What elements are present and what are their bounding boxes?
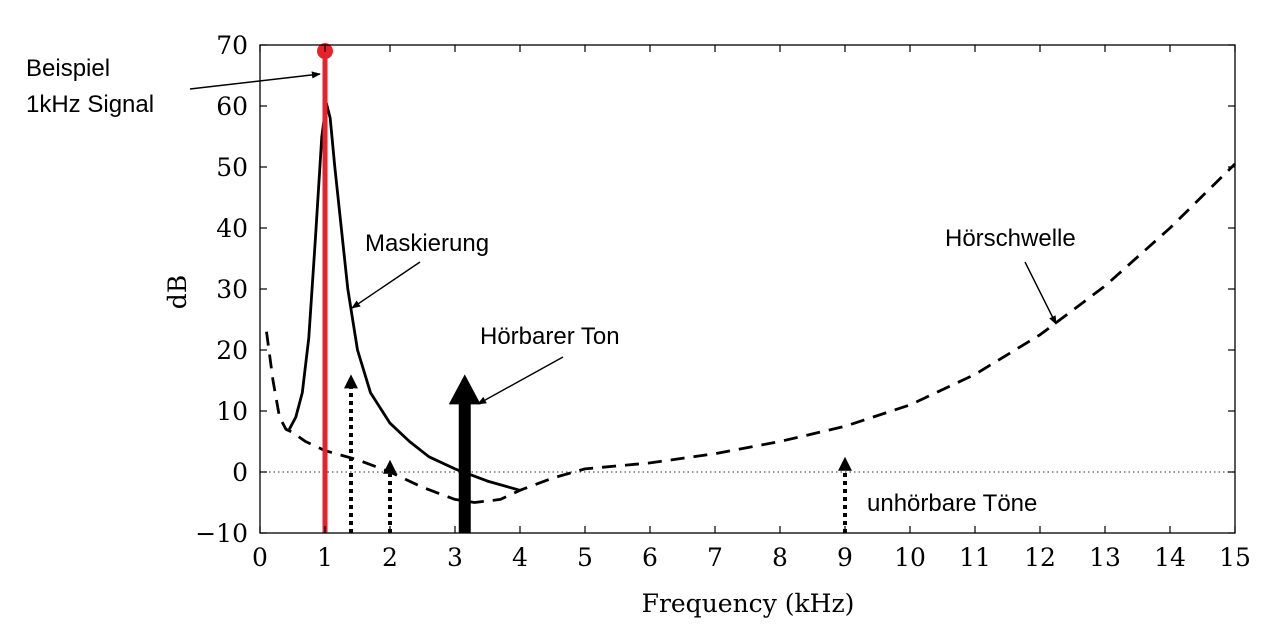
x-tick-label-3: 3 <box>447 543 463 572</box>
arrow-head-1 <box>383 459 397 474</box>
y-tick-label-8: 70 <box>216 31 248 60</box>
y-tick-label-6: 50 <box>216 153 248 182</box>
annotation-hoerbarer-ton: Hörbarer Ton <box>480 323 620 350</box>
x-tick-label-11: 11 <box>959 543 991 572</box>
x-axis-label: Frequency (kHz) <box>642 589 855 618</box>
x-tick-label-6: 6 <box>642 543 658 572</box>
annotation-unhoerbare-toene: unhörbare Töne <box>867 490 1037 517</box>
y-tick-label-2: 10 <box>216 397 248 426</box>
arrow-head-2 <box>448 374 481 405</box>
x-tick-label-7: 7 <box>707 543 723 572</box>
x-tick-label-10: 10 <box>894 543 926 572</box>
x-tick-label-2: 2 <box>382 543 398 572</box>
y-tick-label-3: 20 <box>216 336 248 365</box>
y-tick-label-0: −10 <box>195 519 248 548</box>
arrow-shaft-2 <box>458 402 471 533</box>
leader-arrow-hoerschwelle <box>1024 261 1057 325</box>
y-tick-label-1: 0 <box>232 458 248 487</box>
annotation-beispiel-line1: Beispiel <box>26 55 110 82</box>
y-tick-label-4: 30 <box>216 275 248 304</box>
plot-area <box>260 43 1236 533</box>
leader-arrow-beispiel <box>189 71 321 90</box>
x-tick-label-14: 14 <box>1154 543 1186 572</box>
x-tick-label-12: 12 <box>1024 543 1056 572</box>
leader-arrow-maskierung <box>351 261 421 309</box>
x-tick-label-15: 15 <box>1219 543 1251 572</box>
x-tick-label-5: 5 <box>577 543 593 572</box>
x-tick-label-1: 1 <box>317 543 333 572</box>
annotation-hoerschwelle: Hörschwelle <box>945 225 1076 252</box>
series-line-0 <box>265 162 1236 504</box>
series-line-1 <box>288 101 521 492</box>
x-tick-label-8: 8 <box>772 543 788 572</box>
x-tick-label-4: 4 <box>512 543 528 572</box>
annotation-beispiel-line2: 1kHz Signal <box>26 91 154 118</box>
arrow-head-0 <box>344 374 358 389</box>
y-axis-label: dB <box>163 275 192 309</box>
x-tick-label-9: 9 <box>837 543 853 572</box>
annotation-maskierung: Maskierung <box>365 230 489 257</box>
plot-frame <box>259 44 1236 534</box>
x-tick-label-13: 13 <box>1089 543 1121 572</box>
y-tick-label-7: 60 <box>216 92 248 121</box>
x-tick-label-0: 0 <box>252 543 268 572</box>
y-tick-label-5: 40 <box>216 214 248 243</box>
leader-arrow-hoerbarer-ton <box>477 356 564 405</box>
arrow-head-3 <box>838 456 852 471</box>
